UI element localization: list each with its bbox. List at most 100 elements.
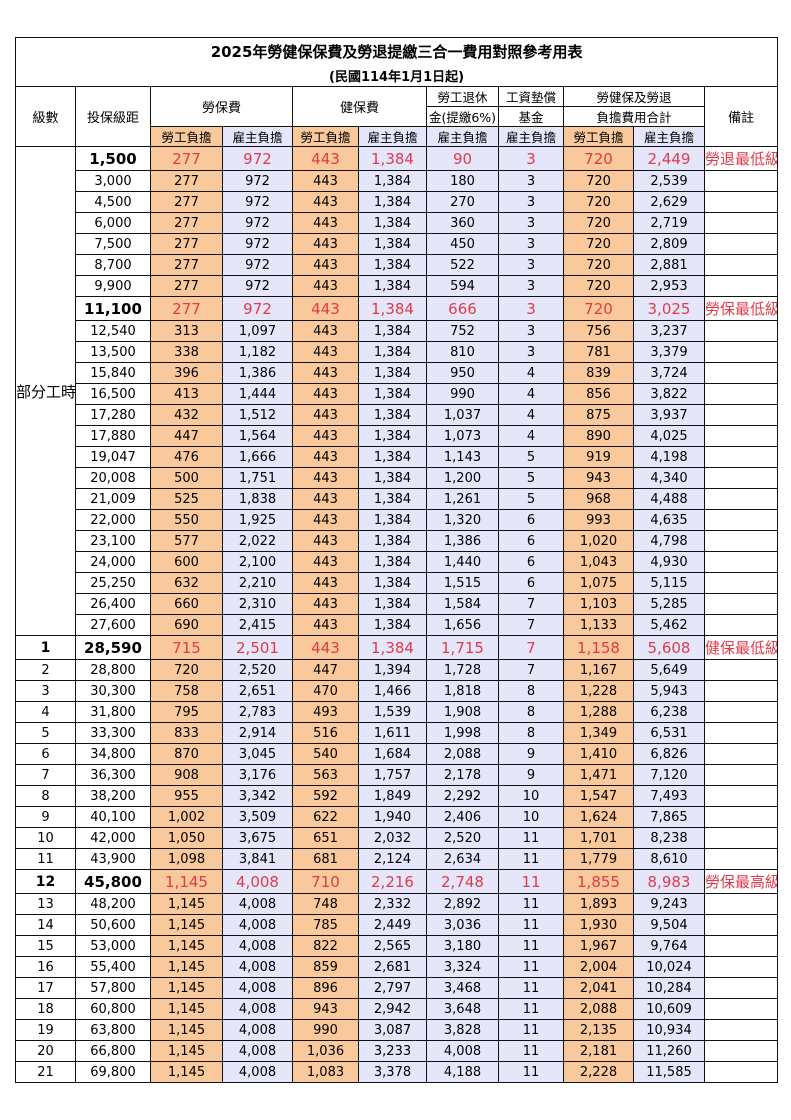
table-row: 7,500 277 972 443 1,384 450 3 720 2,809 (16, 233, 779, 255)
value-cell: 4 (498, 404, 564, 426)
amount-cell: 48,200 (75, 893, 151, 915)
value-cell: 1,073 (426, 425, 499, 447)
header-total: 勞健保及勞退 (563, 86, 705, 107)
amount-cell: 57,800 (75, 977, 151, 999)
value-cell: 2,783 (222, 701, 293, 723)
value-cell: 3 (498, 320, 564, 342)
value-cell: 594 (426, 275, 499, 297)
value-cell: 4,488 (633, 488, 705, 510)
value-cell: 4,008 (222, 977, 293, 999)
value-cell: 443 (292, 296, 359, 321)
value-cell: 2,004 (563, 956, 634, 978)
value-cell: 1,818 (426, 680, 499, 702)
value-cell: 1,466 (358, 680, 427, 702)
value-cell: 10 (498, 785, 564, 807)
value-cell: 972 (222, 233, 293, 255)
value-cell: 5,115 (633, 572, 705, 594)
value-cell: 4,188 (426, 1061, 499, 1083)
header-grade: 級數 (15, 86, 76, 147)
amount-cell: 60,800 (75, 998, 151, 1020)
value-cell: 2,292 (426, 785, 499, 807)
value-cell: 4,008 (222, 956, 293, 978)
table-row: 13 48,200 1,145 4,008 748 2,332 2,892 11 1,893 9,… (15, 893, 779, 915)
value-cell: 11 (498, 848, 564, 870)
value-cell: 810 (426, 341, 499, 363)
value-cell: 908 (150, 764, 223, 786)
subheader-employer: 雇主負擔 (358, 126, 427, 147)
header-wage-2: 基金 (498, 106, 564, 127)
value-cell: 2,310 (222, 593, 293, 615)
note-cell (703, 233, 779, 255)
value-cell: 11,585 (633, 1061, 705, 1083)
value-cell: 1,779 (563, 848, 634, 870)
value-cell: 1,384 (358, 614, 427, 636)
value-cell: 277 (150, 233, 223, 255)
value-cell: 660 (150, 593, 223, 615)
value-cell: 720 (563, 254, 634, 276)
value-cell: 720 (563, 296, 634, 321)
table-row: 6 34,800 870 3,045 540 1,684 2,088 9 1,410 6,826 (15, 743, 779, 765)
value-cell: 1,097 (222, 320, 293, 342)
value-cell: 7 (498, 659, 564, 681)
amount-cell: 4,500 (75, 191, 151, 213)
value-cell: 8,238 (633, 827, 705, 849)
value-cell: 9 (498, 764, 564, 786)
value-cell: 1,384 (358, 170, 427, 192)
table-row: 14 50,600 1,145 4,008 785 2,449 3,036 11 1,930 9,… (15, 914, 779, 936)
value-cell: 1,384 (358, 233, 427, 255)
table-row: 19,047 476 1,666 443 1,384 1,143 5 919 4,198 (16, 446, 779, 468)
value-cell: 1,384 (358, 146, 427, 171)
value-cell: 1,444 (222, 383, 293, 405)
grade-cell: 18 (15, 998, 76, 1020)
value-cell: 277 (150, 254, 223, 276)
header-health: 健保費 (292, 86, 427, 127)
value-cell: 2,181 (563, 1040, 634, 1062)
value-cell: 4,008 (222, 998, 293, 1020)
value-cell: 3 (498, 212, 564, 234)
value-cell: 10,284 (633, 977, 705, 999)
note-cell (703, 827, 779, 849)
value-cell: 1,940 (358, 806, 427, 828)
value-cell: 1,386 (426, 530, 499, 552)
value-cell: 313 (150, 320, 223, 342)
value-cell: 1,037 (426, 404, 499, 426)
value-cell: 11 (498, 869, 564, 894)
value-cell: 525 (150, 488, 223, 510)
value-cell: 540 (292, 743, 359, 765)
value-cell: 11 (498, 1040, 564, 1062)
value-cell: 859 (292, 956, 359, 978)
note-cell (703, 467, 779, 489)
table-row: 19 63,800 1,145 4,008 990 3,087 3,828 11 2,135 10… (15, 1019, 779, 1041)
value-cell: 2,449 (358, 914, 427, 936)
value-cell: 3,036 (426, 914, 499, 936)
amount-cell: 20,008 (75, 467, 151, 489)
amount-cell: 19,047 (75, 446, 151, 468)
note-cell (703, 551, 779, 573)
table-row: 9,900 277 972 443 1,384 594 3 720 2,953 (16, 275, 779, 297)
value-cell: 1,656 (426, 614, 499, 636)
value-cell: 396 (150, 362, 223, 384)
value-cell: 2,520 (222, 659, 293, 681)
value-cell: 972 (222, 146, 293, 171)
value-cell: 3,724 (633, 362, 705, 384)
note-cell (703, 893, 779, 915)
header-labor: 勞保費 (150, 86, 293, 127)
value-cell: 1,050 (150, 827, 223, 849)
value-cell: 1,036 (292, 1040, 359, 1062)
grade-cell: 6 (15, 743, 76, 765)
value-cell: 3,237 (633, 320, 705, 342)
value-cell: 277 (150, 191, 223, 213)
value-cell: 2,088 (563, 998, 634, 1020)
value-cell: 1,200 (426, 467, 499, 489)
note-cell (703, 275, 779, 297)
table-row: 15,840 396 1,386 443 1,384 950 4 839 3,724 (16, 362, 779, 384)
value-cell: 6 (498, 509, 564, 531)
value-cell: 1,261 (426, 488, 499, 510)
value-cell: 443 (292, 404, 359, 426)
value-cell: 10,609 (633, 998, 705, 1020)
value-cell: 4,008 (222, 869, 293, 894)
amount-cell: 38,200 (75, 785, 151, 807)
value-cell: 4 (498, 362, 564, 384)
value-cell: 1,349 (563, 722, 634, 744)
value-cell: 5 (498, 467, 564, 489)
